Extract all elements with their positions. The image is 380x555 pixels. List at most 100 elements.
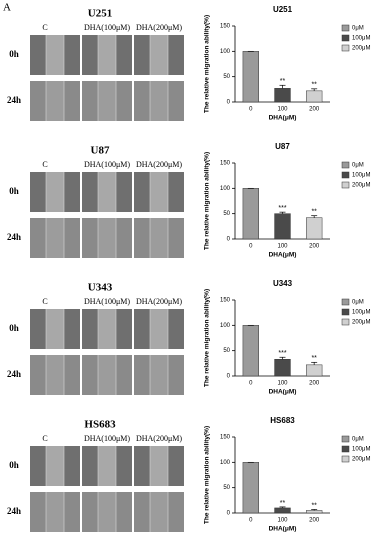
scratch-area [46, 446, 64, 486]
y-tick-label: 150 [220, 161, 231, 167]
x-tick-label: 0 [249, 107, 253, 113]
scratch-area [46, 309, 64, 349]
legend-swatch [341, 455, 350, 463]
scratch-area [98, 492, 116, 532]
scratch-area [98, 81, 116, 121]
row-label: 0h [9, 186, 19, 196]
legend-label: 200μM [352, 46, 370, 52]
y-tick-label: 150 [220, 298, 231, 304]
x-axis-label: DHA(μM) [269, 115, 297, 122]
bar [274, 359, 291, 377]
y-tick-label: 100 [220, 186, 231, 192]
scratch-area [150, 355, 168, 395]
column-label: C [42, 434, 47, 443]
bar [274, 507, 291, 514]
y-axis-label: The relative migration ability(%) [204, 15, 211, 113]
row-label: 24h [7, 369, 21, 379]
scratch-area [98, 35, 116, 75]
significance: ** [280, 500, 286, 507]
x-tick-label: 100 [277, 518, 288, 524]
y-tick-label: 50 [223, 485, 230, 491]
legend-swatch [341, 161, 350, 169]
legend-swatch [341, 308, 350, 316]
y-tick-label: 0 [227, 511, 231, 517]
legend-swatch [341, 298, 350, 306]
legend-label: 0μM [352, 163, 364, 169]
column-label: DHA(100μM) [84, 160, 130, 169]
significance: ** [311, 82, 317, 89]
y-tick-label: 50 [223, 211, 230, 217]
y-axis-label: The relative migration ability(%) [204, 152, 211, 250]
legend-label: 200μM [352, 320, 370, 326]
column-label: DHA(100μM) [84, 434, 130, 443]
x-tick-label: 200 [309, 244, 320, 250]
row-label: 0h [9, 49, 19, 59]
scratch-area [46, 35, 64, 75]
x-axis-label: DHA(μM) [269, 252, 297, 259]
legend-swatch [341, 181, 350, 189]
chart-title: U343 [273, 279, 293, 288]
y-tick-label: 150 [220, 435, 231, 441]
scratch-area [98, 446, 116, 486]
x-tick-label: 0 [249, 518, 253, 524]
x-tick-label: 100 [277, 381, 288, 387]
column-label: DHA(200μM) [136, 160, 182, 169]
chart-title: U87 [275, 142, 290, 151]
legend-label: 200μM [352, 183, 370, 189]
bar [242, 325, 260, 377]
x-tick-label: 0 [249, 244, 253, 250]
chart-title: U251 [273, 5, 293, 14]
legend-swatch [341, 318, 350, 326]
y-tick-label: 100 [220, 323, 231, 329]
y-axis-label: The relative migration ability(%) [204, 289, 211, 387]
legend-swatch [341, 445, 350, 453]
y-tick-label: 150 [220, 24, 231, 30]
y-tick-label: 50 [223, 348, 230, 354]
y-tick-label: 0 [227, 237, 231, 243]
scratch-area [98, 309, 116, 349]
scratch-area [46, 355, 64, 395]
significance: ** [311, 209, 317, 216]
x-tick-label: 100 [277, 107, 288, 113]
row-label: 0h [9, 460, 19, 470]
x-axis-label: DHA(μM) [269, 526, 297, 533]
panel-title: U251 [88, 8, 112, 20]
legend-swatch [341, 34, 350, 42]
y-tick-label: 50 [223, 74, 230, 80]
y-tick-label: 100 [220, 49, 231, 55]
legend-swatch [341, 171, 350, 179]
significance: ** [280, 78, 286, 85]
scratch-area [150, 35, 168, 75]
column-label: DHA(200μM) [136, 297, 182, 306]
bar [274, 213, 291, 240]
scratch-area [46, 218, 64, 258]
legend-label: 200μM [352, 457, 370, 463]
column-label: DHA(200μM) [136, 434, 182, 443]
column-label: C [42, 297, 47, 306]
y-tick-label: 0 [227, 374, 231, 380]
x-tick-label: 100 [277, 244, 288, 250]
x-tick-label: 0 [249, 381, 253, 387]
legend-label: 0μM [352, 300, 364, 306]
legend-label: 100μM [352, 36, 370, 42]
row-label: 24h [7, 506, 21, 516]
scratch-area [46, 81, 64, 121]
significance: *** [278, 350, 286, 357]
significance: ** [311, 502, 317, 509]
significance: *** [278, 205, 286, 212]
scratch-area [150, 81, 168, 121]
row-label: 24h [7, 95, 21, 105]
bar [306, 90, 323, 103]
column-label: DHA(100μM) [84, 297, 130, 306]
x-axis-label: DHA(μM) [269, 389, 297, 396]
y-tick-label: 0 [227, 100, 231, 106]
column-label: C [42, 23, 47, 32]
figure-label: A [3, 2, 11, 14]
scratch-area [150, 218, 168, 258]
scratch-area [150, 309, 168, 349]
column-label: C [42, 160, 47, 169]
scratch-area [46, 172, 64, 212]
legend-swatch [341, 24, 350, 32]
